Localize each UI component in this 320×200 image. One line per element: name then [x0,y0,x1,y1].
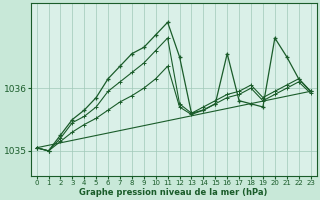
X-axis label: Graphe pression niveau de la mer (hPa): Graphe pression niveau de la mer (hPa) [79,188,268,197]
